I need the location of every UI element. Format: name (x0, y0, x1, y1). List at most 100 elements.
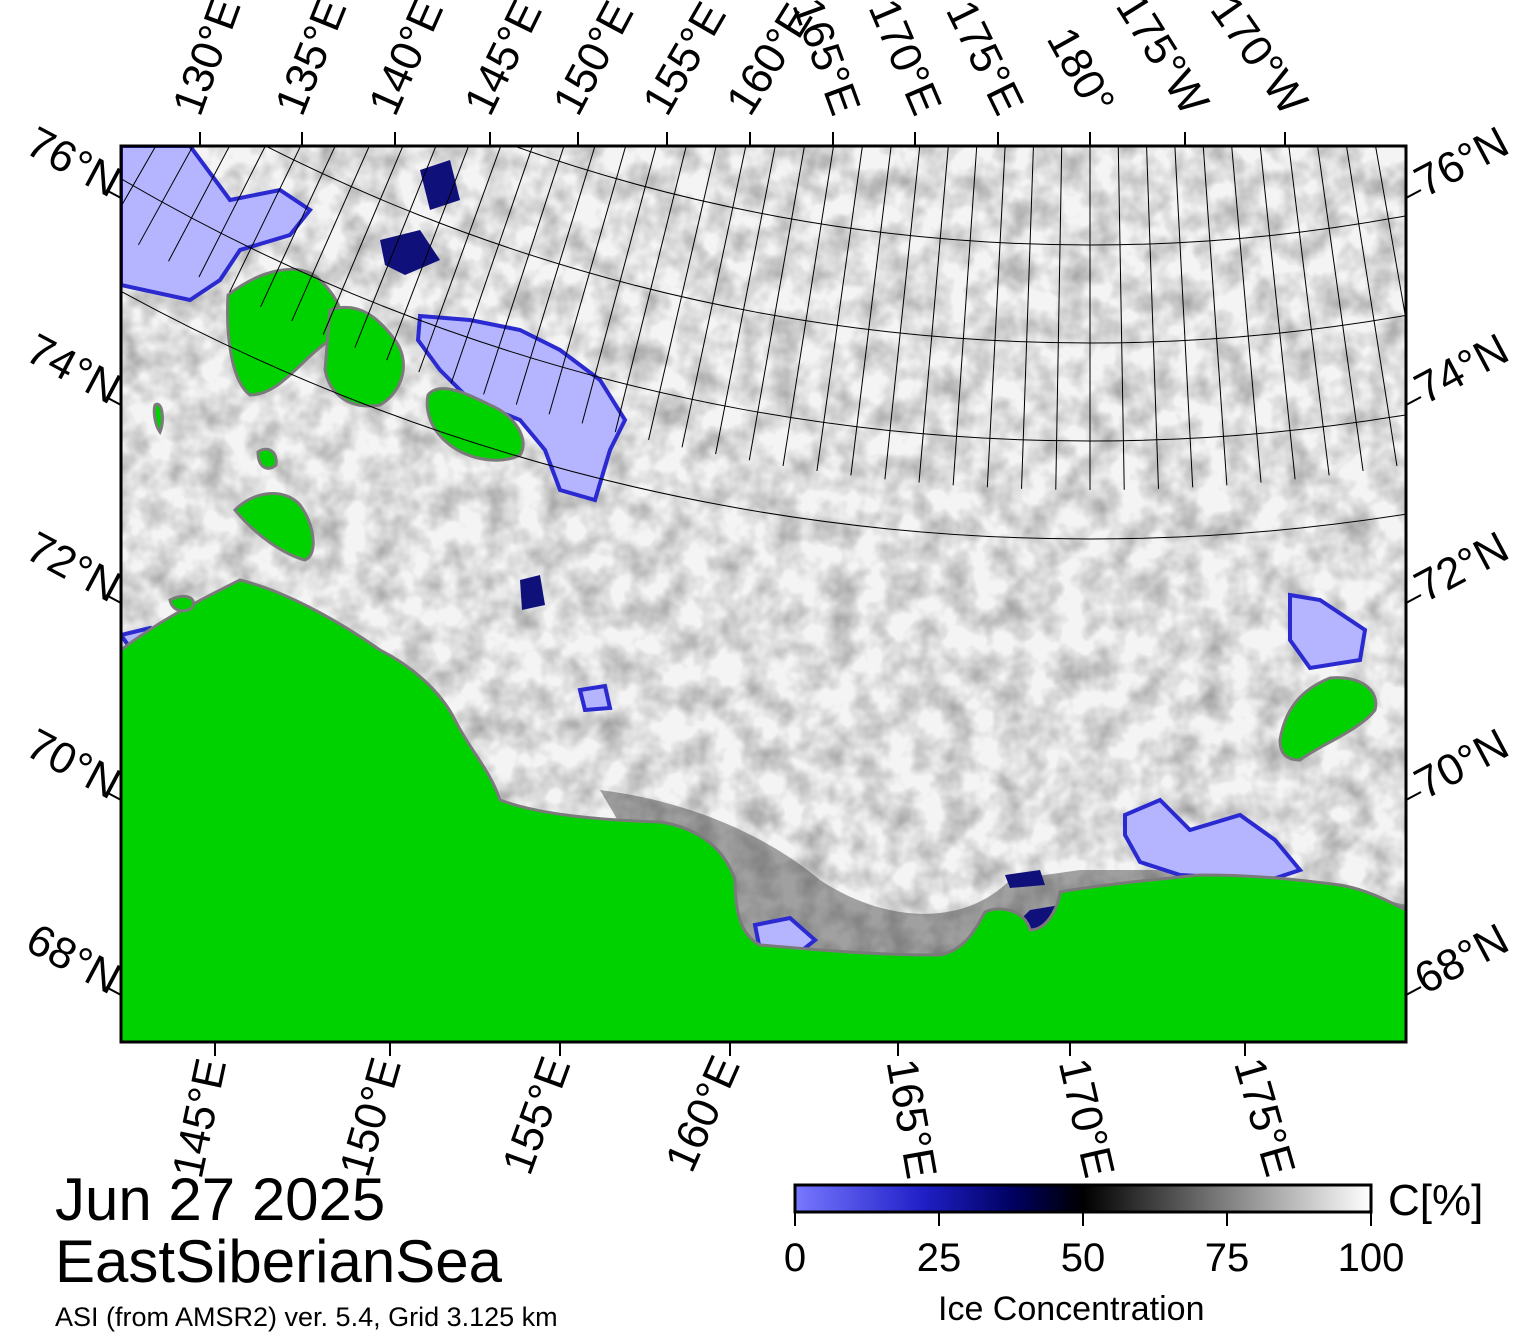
top-lon-label: 155°E (633, 0, 736, 123)
meridian-line (1021, 146, 1034, 489)
frame-tick (105, 396, 122, 406)
open-water-small-patch (577, 683, 613, 713)
land-new-siberia-island (425, 387, 525, 462)
frame-tick (1405, 986, 1422, 996)
bottom-lon-label: 175°E (1224, 1052, 1304, 1181)
meridian-line (715, 146, 776, 455)
land-wrangel-island (1278, 676, 1378, 762)
open-water-chukotka (1123, 797, 1304, 883)
meridian-line (816, 146, 863, 472)
top-lon-label: 180° (1037, 19, 1124, 122)
meridian-line (548, 146, 627, 415)
top-lon-label: 170°E (859, 0, 951, 122)
meridian-line (850, 146, 892, 476)
meridian-line (1174, 146, 1194, 488)
frame-tick (1405, 396, 1422, 406)
date-label: Jun 27 2025 (55, 1166, 386, 1233)
land-masses (121, 267, 1406, 1042)
map-border (119, 144, 1408, 1044)
graticule-meridians (0, 0, 1406, 490)
top-lon-label: 135°E (266, 0, 357, 122)
frame-tick (105, 986, 122, 996)
meridian-line (1055, 146, 1063, 490)
meridian-line (748, 146, 805, 461)
meridian-line (1375, 146, 1406, 323)
meridian-line (1231, 146, 1262, 483)
frame-tick (105, 594, 122, 604)
top-lon-label: 175°W (1106, 0, 1218, 124)
colorbar (793, 1183, 1373, 1214)
meridian-line (483, 146, 565, 395)
bottom-lon-label: 150°E (331, 1052, 411, 1181)
meridian-line (648, 146, 717, 441)
meridian-line (0, 0, 552, 136)
meridian-line (1345, 146, 1398, 467)
bottom-lon-label: 165°E (877, 1055, 946, 1182)
left-latitude-labels: 76°N 74°N 72°N 70°N 68°N (19, 117, 129, 1003)
frame-ticks (105, 132, 1422, 1056)
top-lon-label: 140°E (359, 0, 453, 122)
frame-tick (1405, 594, 1422, 604)
colorbar-tick-75: 75 (1204, 1236, 1250, 1280)
meridian-line (1146, 146, 1159, 489)
land-islet (168, 594, 195, 613)
top-lon-label: 130°E (163, 0, 250, 121)
bottom-lon-label: 145°E (163, 1054, 236, 1182)
top-lon-label: 175°E (936, 0, 1033, 122)
top-longitude-labels: 130°E 135°E 140°E 145°E150°E155°E160°E165°E… (163, 0, 1317, 124)
top-lon-label: 145°E (455, 0, 552, 122)
open-water-laptev (121, 146, 313, 303)
meridian-line (450, 146, 534, 384)
left-lat-label: 74°N (19, 324, 129, 413)
meridian-line (614, 146, 687, 433)
right-lat-label: 72°N (1407, 522, 1517, 611)
top-lon-label: 170°W (1201, 0, 1317, 124)
bottom-longitude-labels: 145°E 150°E 155°E 160°E 165°E 170°E 175°E (163, 1049, 1304, 1182)
right-lat-label: 74°N (1407, 324, 1517, 413)
right-lat-label: 68°N (1407, 914, 1517, 1003)
meridian-line (952, 146, 978, 486)
meridian-line (418, 146, 502, 373)
meridian-line (782, 146, 835, 467)
left-lat-label: 72°N (19, 522, 129, 611)
colorbar-tick-100: 100 (1337, 1236, 1405, 1280)
colorbar-tick-50: 50 (1060, 1236, 1106, 1280)
frame-tick (1405, 791, 1422, 801)
left-lat-label: 68°N (19, 914, 129, 1003)
colorbar-tick-25: 25 (916, 1236, 962, 1280)
land-islet-2 (152, 402, 164, 436)
meridian-line (291, 146, 370, 322)
open-water-new-siberian-polynya (415, 313, 628, 503)
map-frame-content (0, 0, 1406, 1042)
meridian-line (681, 146, 747, 448)
frame-tick (1405, 189, 1422, 199)
meridian-line (1317, 146, 1364, 472)
land-small-island (256, 447, 278, 470)
meridian-line (581, 146, 657, 424)
meridian-line (1259, 146, 1296, 480)
left-lat-label: 70°N (19, 719, 129, 808)
colorbar-title: Ice Concentration (938, 1290, 1205, 1328)
meridian-line (386, 146, 470, 361)
region-label: EastSiberianSea (55, 1228, 502, 1295)
top-lon-label: 150°E (544, 0, 644, 123)
open-water-wrangel-north (1288, 592, 1368, 671)
land-bolshoy-lyakhovsky-island (232, 492, 315, 562)
meridian-line (322, 146, 404, 335)
land-siberian-mainland (121, 578, 1406, 1042)
meridian-line (354, 146, 437, 348)
bottom-lon-label: 155°E (493, 1051, 580, 1181)
meridian-line (515, 146, 596, 405)
frame-tick (105, 189, 122, 199)
meridian-line (986, 146, 1006, 488)
meridian-line (1288, 146, 1330, 476)
bottom-lon-label: 160°E (656, 1049, 750, 1179)
frame-tick (105, 791, 122, 801)
right-latitude-labels: 76°N 74°N 72°N 70°N 68°N (1407, 117, 1517, 1003)
colorbar-unit: C[%] (1388, 1176, 1484, 1225)
right-lat-label: 70°N (1407, 719, 1517, 808)
meridian-line (884, 146, 921, 480)
meridian-line (918, 146, 949, 483)
meridian-line (1202, 146, 1228, 486)
